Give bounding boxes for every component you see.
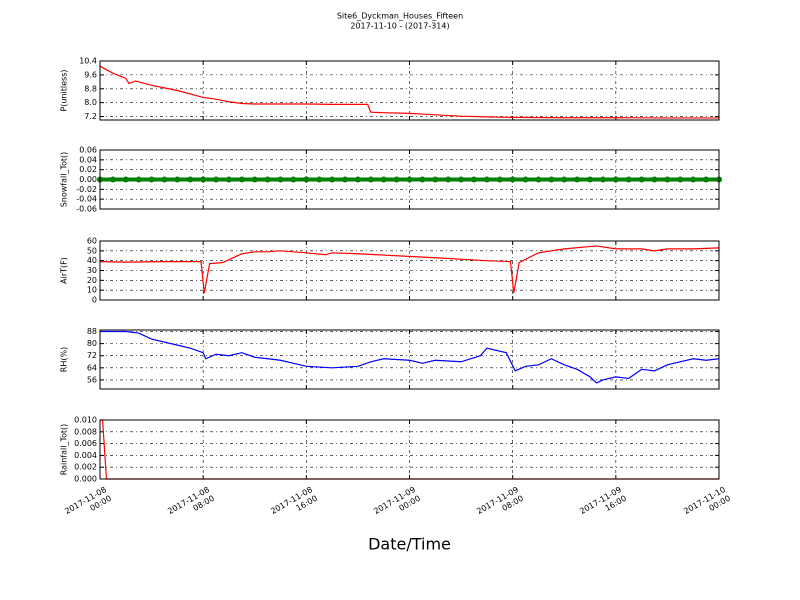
- y-tick-label: 8.8: [84, 84, 97, 93]
- y-axis-label: Rainfall_Tot(): [60, 424, 69, 476]
- y-tick-label: -0.04: [76, 195, 97, 204]
- y-tick-label: 0.06: [79, 146, 97, 155]
- y-tick-label: 40: [87, 256, 97, 265]
- plot-frame: [99, 419, 720, 480]
- y-tick-label: 88: [87, 327, 97, 336]
- y-tick-label: 0: [92, 296, 97, 305]
- y-tick-label: -0.06: [76, 205, 97, 214]
- y-tick-label: 10.4: [79, 57, 97, 66]
- plot-frame: [99, 240, 720, 301]
- y-axis-label: P(unitless): [60, 69, 69, 111]
- y-tick-label: 20: [87, 276, 97, 285]
- y-tick-label: 60: [87, 237, 97, 246]
- line: [99, 245, 720, 294]
- y-tick-label: 0.04: [79, 155, 97, 164]
- y-tick-label: 8.0: [84, 98, 97, 107]
- x-axis-label: Date/Time: [368, 535, 451, 554]
- y-tick-label: -0.02: [76, 185, 97, 194]
- y-tick-label: 80: [87, 339, 97, 348]
- y-tick-label: 72: [87, 351, 97, 360]
- y-tick-label: 56: [87, 375, 97, 384]
- chart-subtitle: 2017-11-10 - (2017-314): [350, 22, 449, 31]
- y-tick-label: 0.004: [74, 451, 97, 460]
- plot-frame: [99, 329, 720, 390]
- y-axis-label: Snowfall_Tot(): [60, 152, 69, 208]
- y-tick-label: 9.6: [84, 70, 97, 79]
- y-tick-label: 0.02: [79, 165, 97, 174]
- line: [99, 65, 719, 119]
- y-tick-label: 0.002: [74, 463, 97, 472]
- y-tick-label: 0.006: [74, 439, 97, 448]
- chart-title: Site6_Dyckman_Houses_Fifteen: [337, 12, 463, 21]
- y-axis-label: AirT(F): [60, 257, 69, 284]
- y-tick-label: 0.008: [74, 427, 97, 436]
- y-tick-label: 10: [87, 286, 97, 295]
- y-tick-label: 64: [87, 363, 97, 372]
- plot-frame: [99, 149, 720, 210]
- plot-frame: [99, 60, 720, 121]
- y-tick-label: 50: [87, 246, 97, 255]
- line: [100, 330, 720, 384]
- y-tick-label: 30: [87, 266, 97, 275]
- y-tick-label: 7.2: [84, 112, 97, 121]
- y-tick-label: 0.00: [79, 175, 97, 184]
- y-tick-label: 0.000: [74, 475, 97, 484]
- y-axis-label: RH(%): [60, 347, 69, 372]
- y-tick-label: 0.010: [74, 416, 97, 425]
